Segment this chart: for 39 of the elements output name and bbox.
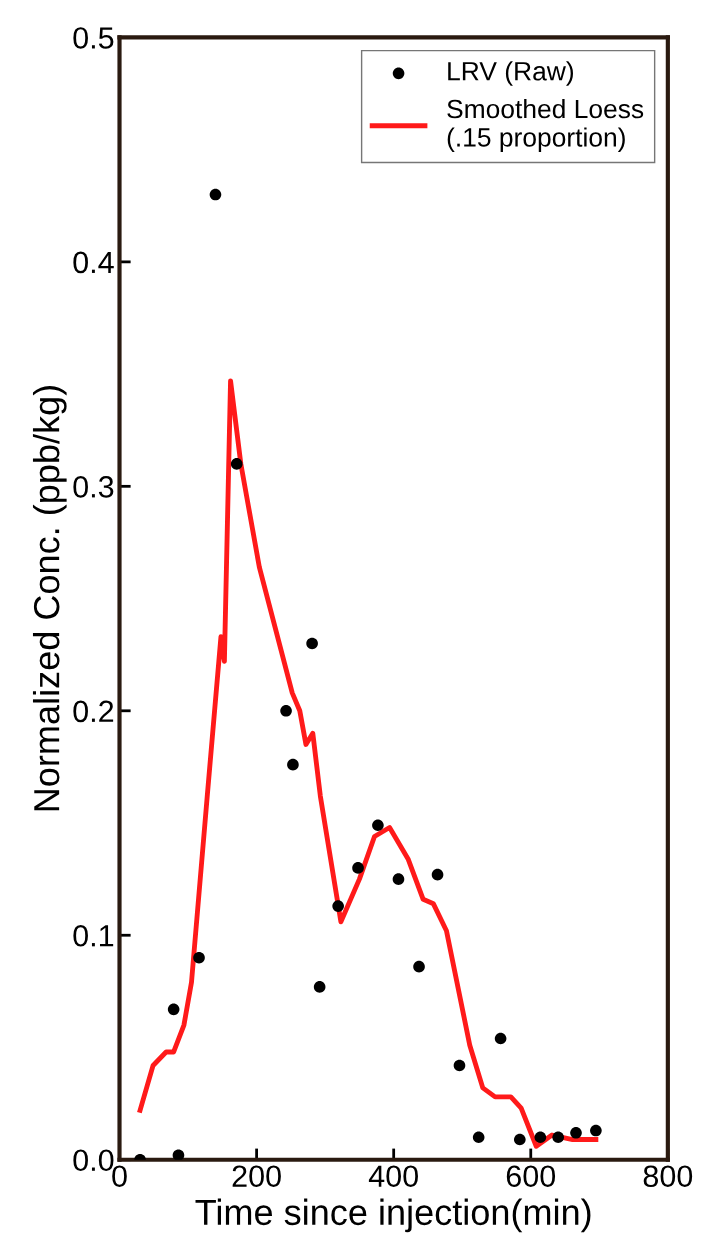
y-tick-label: 0.5 [73, 27, 114, 49]
point [453, 1059, 466, 1072]
point [570, 1126, 582, 1139]
point [280, 704, 292, 717]
point [352, 862, 364, 874]
x-tick-label: 200 [232, 1165, 281, 1188]
point [534, 1131, 547, 1144]
point [392, 873, 405, 885]
point [372, 819, 384, 832]
point [431, 868, 444, 881]
x-tick-label: 600 [506, 1165, 556, 1188]
y-tick-label: 0.2 [73, 700, 114, 723]
y-tick-label: 0.0 [73, 1149, 114, 1172]
point [313, 981, 326, 993]
point [172, 1149, 185, 1160]
point [494, 1032, 507, 1045]
point [332, 900, 344, 912]
point [230, 458, 243, 470]
point [167, 1003, 180, 1016]
point [193, 951, 205, 964]
point [513, 1133, 526, 1146]
legend-label: LRV (Raw) [448, 61, 573, 86]
x-axis-title: Time since injection(min) [195, 1198, 591, 1233]
y-tick-label: 0.3 [73, 476, 114, 498]
point [590, 1124, 602, 1137]
line-series [137, 378, 599, 1149]
legend-label: Smoothed Loess (.15 proportion) [447, 98, 644, 152]
x-tick-label: 800 [643, 1165, 693, 1188]
y-axis-title: Normalized Conc. (ppb/kg) [32, 386, 67, 811]
point [472, 1131, 485, 1144]
y-tick-label: 0.1 [73, 924, 114, 947]
point [209, 188, 222, 201]
point [306, 637, 318, 650]
x-tick-label: 400 [368, 1165, 418, 1188]
point [413, 960, 425, 973]
point [287, 758, 299, 771]
y-tick-label: 0.4 [73, 251, 114, 274]
point [552, 1131, 564, 1144]
x-tick-label: 0 [112, 1165, 127, 1188]
